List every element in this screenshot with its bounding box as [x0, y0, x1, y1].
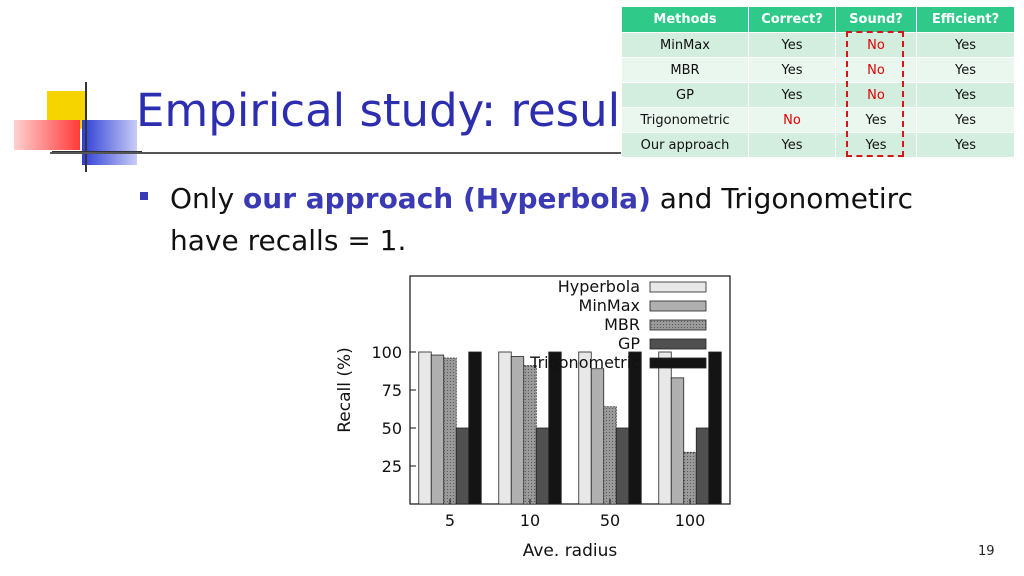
x-tick-label: 10 [520, 511, 540, 530]
page-number: 19 [978, 544, 995, 559]
bar-hyperbola-50 [578, 351, 592, 505]
y-tick-label: 75 [382, 381, 402, 400]
bar-hyperbola-100 [658, 351, 672, 505]
bar-mbr-5 [443, 357, 457, 505]
bar-minmax-5 [430, 354, 445, 505]
bar-minmax-50 [590, 368, 605, 505]
cell-efficient: Yes [916, 132, 1015, 158]
x-tick-label: 100 [675, 511, 706, 530]
legend-swatch-hyperbola [649, 281, 707, 293]
table-row: MBR Yes No Yes [621, 57, 1015, 83]
comparison-table: Methods Correct? Sound? Efficient? MinMa… [621, 6, 1015, 158]
decor-vertical-line [85, 82, 87, 172]
x-axis-label: Ave. radius [523, 541, 618, 561]
recall-bar-chart: 25 50 75 100 5 10 50 100 HyperbolaMinMaxMBRGPT… [335, 275, 731, 561]
bullet-suffix: and Trigonometirc [650, 182, 913, 215]
bars [418, 351, 722, 505]
table-row: Our approach Yes Yes Yes [621, 132, 1015, 158]
cell-method: Trigonometric [621, 107, 749, 133]
table-header-row: Methods Correct? Sound? Efficient? [621, 6, 1015, 33]
sound-column-highlight-box [846, 31, 904, 157]
cell-correct: Yes [748, 32, 836, 58]
table-row: MinMax Yes No Yes [621, 32, 1015, 58]
cell-method: Our approach [621, 132, 749, 158]
cell-correct: Yes [748, 57, 836, 83]
bar-hyperbola-5 [418, 351, 432, 505]
legend-swatch-gp [649, 338, 707, 350]
cell-method: MBR [621, 57, 749, 83]
bar-minmax-10 [510, 356, 525, 505]
bar-trigonometric-5 [468, 351, 482, 505]
slide-title: Empirical study: results [136, 84, 662, 137]
y-ticks: 25 50 75 100 [371, 343, 416, 476]
bullet-text: Only our approach (Hyperbola) and Trigon… [170, 178, 913, 262]
bar-gp-50 [615, 427, 630, 505]
table-row: Trigonometric No Yes Yes [621, 107, 1015, 133]
decor-blue-square [82, 120, 137, 165]
decor-red-square [14, 120, 80, 150]
bullet-highlight: our approach (Hyperbola) [243, 182, 651, 215]
bullet-square-icon [140, 192, 148, 200]
bar-mbr-100 [683, 451, 697, 505]
y-tick-label: 25 [382, 457, 402, 476]
legend-swatch-trigonometric [649, 357, 707, 369]
cell-sound: No [835, 82, 917, 108]
x-ticks: 5 10 50 100 [445, 499, 705, 530]
title-underline [50, 152, 630, 154]
legend-label-hyperbola: Hyperbola [558, 277, 640, 296]
legend-swatch-minmax [649, 300, 707, 312]
legend-label-mbr: MBR [604, 315, 640, 334]
bar-gp-5 [455, 427, 470, 505]
cell-efficient: Yes [916, 57, 1015, 83]
bar-trigonometric-10 [548, 351, 562, 505]
legend-label-gp: GP [618, 334, 640, 353]
header-correct: Correct? [748, 6, 836, 33]
header-methods: Methods [621, 6, 749, 33]
table-row: GP Yes No Yes [621, 82, 1015, 108]
bar-minmax-100 [670, 377, 685, 505]
legend-swatch-mbr [649, 319, 707, 331]
bullet-line2: have recalls = 1. [170, 224, 407, 257]
cell-efficient: Yes [916, 107, 1015, 133]
bullet-prefix: Only [170, 182, 244, 215]
bar-gp-100 [695, 427, 710, 505]
cell-correct: No [748, 107, 836, 133]
bar-trigonometric-50 [628, 351, 642, 505]
bar-gp-10 [535, 427, 550, 505]
bar-mbr-50 [603, 406, 617, 505]
cell-efficient: Yes [916, 32, 1015, 58]
header-efficient: Efficient? [916, 6, 1015, 33]
cell-correct: Yes [748, 132, 836, 158]
cell-efficient: Yes [916, 82, 1015, 108]
y-axis-label: Recall (%) [335, 347, 355, 433]
header-sound: Sound? [835, 6, 917, 33]
bar-mbr-10 [523, 365, 537, 505]
bar-trigonometric-100 [708, 351, 722, 505]
legend-label-trigonometric: Trigonometric [529, 353, 640, 372]
cell-correct: Yes [748, 82, 836, 108]
y-tick-label: 100 [371, 343, 402, 362]
x-tick-label: 50 [600, 511, 620, 530]
x-tick-label: 5 [445, 511, 455, 530]
bar-hyperbola-10 [498, 351, 512, 505]
y-tick-label: 50 [382, 419, 402, 438]
legend-label-minmax: MinMax [579, 296, 640, 315]
cell-method: GP [621, 82, 749, 108]
cell-method: MinMax [621, 32, 749, 58]
